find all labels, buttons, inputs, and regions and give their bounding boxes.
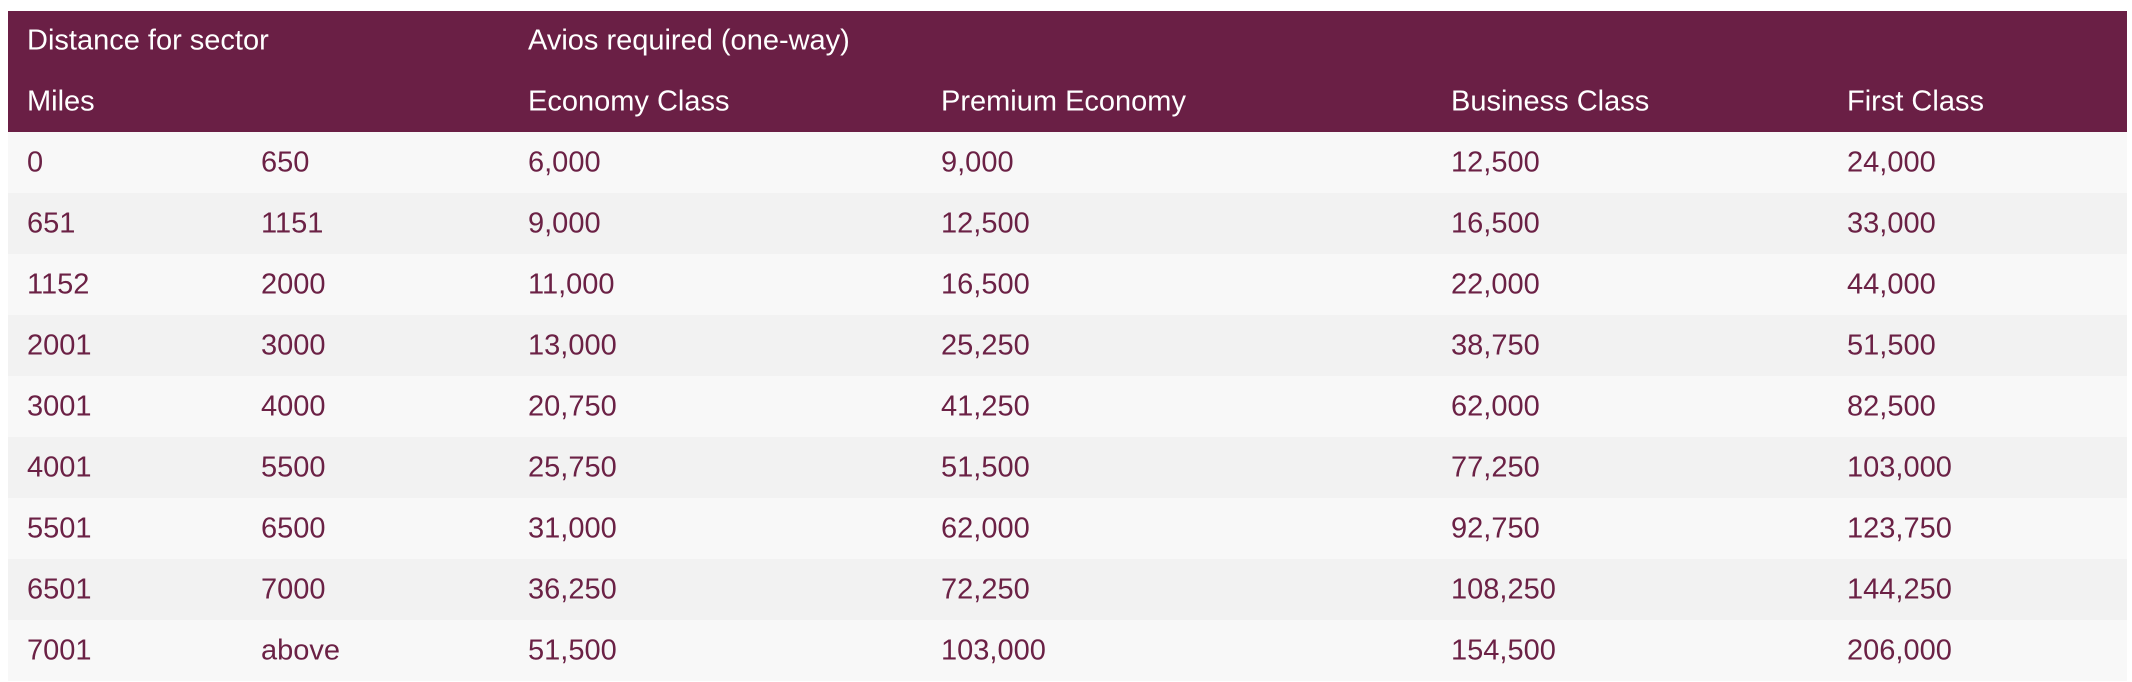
table-cell: 4000	[261, 390, 326, 422]
table-row: 4001 5500 25,750 51,500 77,250 103,000	[8, 437, 2127, 498]
table-cell: 3001	[27, 390, 92, 422]
table-cell: 6500	[261, 512, 326, 544]
table-cell: 38,750	[1451, 329, 1540, 361]
table-cell: 103,000	[941, 634, 1046, 666]
table-cell: 1152	[27, 268, 90, 300]
table-row: 7001 above 51,500 103,000 154,500 206,000	[8, 620, 2127, 681]
table-cell: 12,500	[1451, 146, 1540, 178]
table-cell: 1151	[261, 207, 324, 239]
table-cell: 9,000	[941, 146, 1014, 178]
table-cell: 92,750	[1451, 512, 1540, 544]
table-cell: 3000	[261, 329, 326, 361]
table-cell: 5500	[261, 451, 326, 483]
table-cell: 25,750	[528, 451, 617, 483]
table-row: 2001 3000 13,000 25,250 38,750 51,500	[8, 315, 2127, 376]
table-cell: 103,000	[1847, 451, 1952, 483]
table-header: Distance for sector Avios required (one-w…	[8, 11, 2127, 132]
table-cell: 22,000	[1451, 268, 1540, 300]
column-header: Premium Economy	[941, 85, 1186, 118]
table-cell: 77,250	[1451, 451, 1540, 483]
table-cell: 62,000	[941, 512, 1030, 544]
table-cell: 0	[27, 146, 44, 178]
table-cell: 20,750	[528, 390, 617, 422]
table-cell: 13,000	[528, 329, 617, 361]
table-cell: 11,000	[528, 268, 615, 300]
table-cell: 144,250	[1847, 573, 1952, 605]
table-cell: 33,000	[1847, 207, 1936, 239]
table-cell: 108,250	[1451, 573, 1556, 605]
table-cell: 123,750	[1847, 512, 1952, 544]
table-cell: 41,250	[941, 390, 1030, 422]
table-cell: 51,500	[528, 634, 617, 666]
table-cell: 16,500	[1451, 207, 1540, 239]
table-cell: 154,500	[1451, 634, 1556, 666]
table-cell: 62,000	[1451, 390, 1540, 422]
table-cell: 72,250	[941, 573, 1030, 605]
table-cell: 2001	[27, 329, 92, 361]
table-cell: 51,500	[1847, 329, 1936, 361]
group-label: Distance for sector	[27, 24, 269, 57]
table-cell: 31,000	[528, 512, 617, 544]
table-row: 5501 6500 31,000 62,000 92,750 123,750	[8, 498, 2127, 559]
table-cell: 7001	[27, 634, 92, 666]
table-cell: 36,250	[528, 573, 617, 605]
table-row: 6501 7000 36,250 72,250 108,250 144,250	[8, 559, 2127, 620]
table-row: 1152 2000 11,000 16,500 22,000 44,000	[8, 254, 2127, 315]
column-header: Economy Class	[528, 85, 730, 118]
table-cell: 24,000	[1847, 146, 1936, 178]
table-cell: 44,000	[1847, 268, 1936, 300]
table-cell: 650	[261, 146, 310, 178]
table-row: 0 650 6,000 9,000 12,500 24,000	[8, 132, 2127, 193]
table-cell: 82,500	[1847, 390, 1936, 422]
table-cell: above	[261, 634, 341, 666]
group-label: Avios required (one-way)	[528, 24, 850, 57]
table-cell: 16,500	[941, 268, 1030, 300]
table-cell: 5501	[27, 512, 92, 544]
column-header: First Class	[1847, 85, 1984, 118]
table-cell: 6,000	[528, 146, 601, 178]
table-row: 651 1151 9,000 12,500 16,500 33,000	[8, 193, 2127, 254]
table-cell: 51,500	[941, 451, 1030, 483]
table-cell: 7000	[261, 573, 326, 605]
column-header: Business Class	[1451, 85, 1650, 118]
table-cell: 9,000	[528, 207, 601, 239]
table-cell: 651	[27, 207, 76, 239]
column-header: Miles	[27, 85, 95, 118]
table-cell: 206,000	[1847, 634, 1952, 666]
table-cell: 25,250	[941, 329, 1030, 361]
table-cell: 2000	[261, 268, 326, 300]
award-table: Distance for sector Avios required (one-w…	[8, 11, 2127, 682]
table-cell: 6501	[27, 573, 92, 605]
table-cell: 12,500	[941, 207, 1030, 239]
table-row: 3001 4000 20,750 41,250 62,000 82,500	[8, 376, 2127, 437]
table-cell: 4001	[27, 451, 92, 483]
